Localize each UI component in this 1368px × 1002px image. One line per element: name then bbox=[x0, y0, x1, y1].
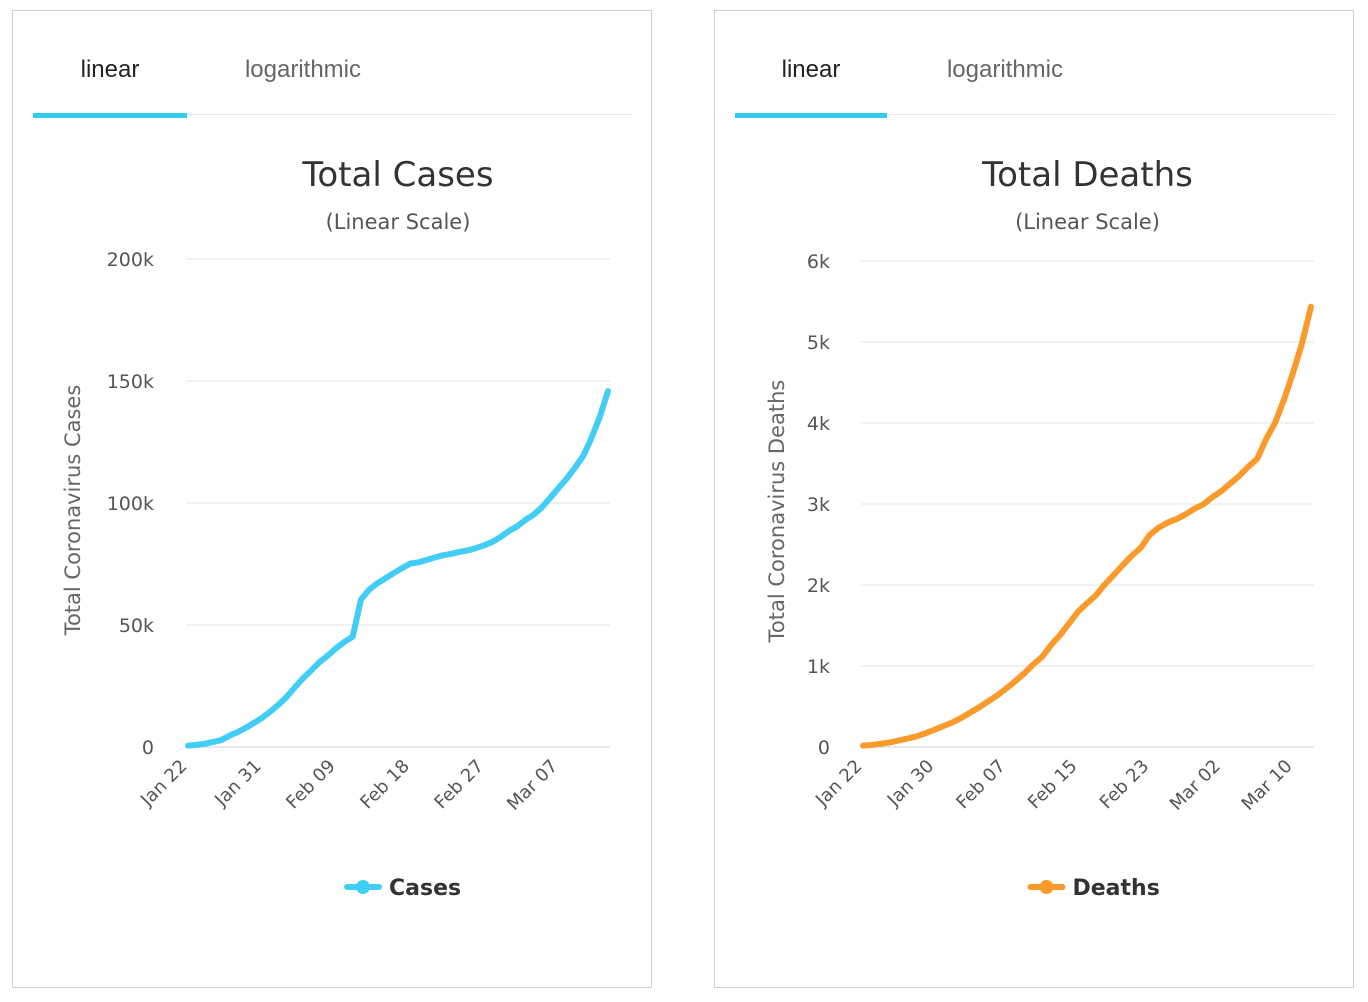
tab-linear-label: linear bbox=[80, 56, 140, 83]
tab-logarithmic-label: logarithmic bbox=[244, 56, 362, 83]
legend-marker bbox=[356, 880, 370, 894]
x-tick-label: Jan 22 bbox=[811, 756, 866, 811]
x-tick-label: Feb 27 bbox=[430, 756, 488, 814]
legend-item[interactable]: Deaths bbox=[1027, 876, 1160, 901]
x-tick-label: Feb 07 bbox=[952, 756, 1010, 814]
y-tick-label: 6k bbox=[807, 251, 830, 273]
x-tick-label: Mar 10 bbox=[1238, 756, 1297, 815]
y-tick-label: 3k bbox=[807, 494, 830, 516]
chart-title: Total Deaths bbox=[981, 155, 1193, 195]
x-tick-label: Feb 15 bbox=[1024, 756, 1082, 814]
deaths-line-chart: Total Deaths (Linear Scale) 0 1k 2k 3k 4k 5k 6k T… bbox=[765, 155, 1314, 901]
tab-linear[interactable]: linear bbox=[735, 11, 887, 118]
x-tick-label: Jan 31 bbox=[210, 756, 265, 811]
y-tick-label: 4k bbox=[807, 413, 830, 435]
tabs-divider bbox=[735, 114, 1335, 115]
y-tick-label: 50k bbox=[119, 615, 154, 637]
scale-tabs: linear logarithmic bbox=[735, 11, 1335, 118]
series-line-cases bbox=[185, 388, 611, 749]
legend-item[interactable]: Cases bbox=[344, 876, 461, 901]
y-tick-label: 200k bbox=[107, 249, 154, 271]
scale-tabs: linear logarithmic bbox=[33, 11, 633, 118]
x-tick-label: Feb 23 bbox=[1096, 756, 1154, 814]
chart-subtitle: (Linear Scale) bbox=[326, 210, 471, 234]
tab-logarithmic[interactable]: logarithmic bbox=[219, 11, 387, 115]
legend-marker bbox=[1039, 880, 1054, 894]
y-tick-label: 5k bbox=[807, 332, 830, 354]
x-tick-label: Feb 18 bbox=[356, 756, 414, 814]
tabs-divider bbox=[33, 114, 633, 115]
cases-line-chart: Total Cases (Linear Scale) 0 50k 100k 150k 200… bbox=[61, 155, 611, 901]
y-axis-title: Total Coronavirus Cases bbox=[61, 385, 85, 637]
legend-label: Cases bbox=[389, 876, 461, 901]
tab-logarithmic-label: logarithmic bbox=[946, 56, 1064, 83]
x-tick-label: Feb 09 bbox=[282, 756, 340, 814]
y-tick-label: 0 bbox=[818, 737, 830, 759]
tab-linear-label: linear bbox=[781, 56, 841, 83]
x-tick-label: Mar 02 bbox=[1166, 756, 1225, 815]
legend-label: Deaths bbox=[1073, 876, 1160, 901]
x-tick-label: Mar 07 bbox=[503, 756, 562, 815]
y-tick-label: 2k bbox=[807, 575, 830, 597]
cases-chart-panel: linear logarithmic Total Cases (Linear Sc… bbox=[12, 10, 652, 988]
series-line-deaths bbox=[860, 303, 1314, 749]
y-tick-label: 1k bbox=[807, 656, 830, 678]
x-tick-label: Jan 22 bbox=[136, 756, 191, 811]
active-tab-indicator bbox=[735, 113, 887, 118]
y-tick-label: 0 bbox=[142, 737, 154, 759]
y-axis-title: Total Coronavirus Deaths bbox=[765, 380, 789, 644]
chart-title: Total Cases bbox=[301, 155, 493, 195]
tab-linear[interactable]: linear bbox=[33, 11, 187, 118]
deaths-chart-panel: linear logarithmic Total Deaths (Linear S… bbox=[714, 10, 1354, 988]
chart-subtitle: (Linear Scale) bbox=[1015, 210, 1160, 234]
active-tab-indicator bbox=[33, 113, 187, 118]
tab-logarithmic[interactable]: logarithmic bbox=[921, 11, 1089, 115]
x-tick-label: Jan 30 bbox=[883, 756, 938, 811]
y-tick-label: 100k bbox=[107, 493, 154, 515]
y-tick-label: 150k bbox=[107, 371, 154, 393]
